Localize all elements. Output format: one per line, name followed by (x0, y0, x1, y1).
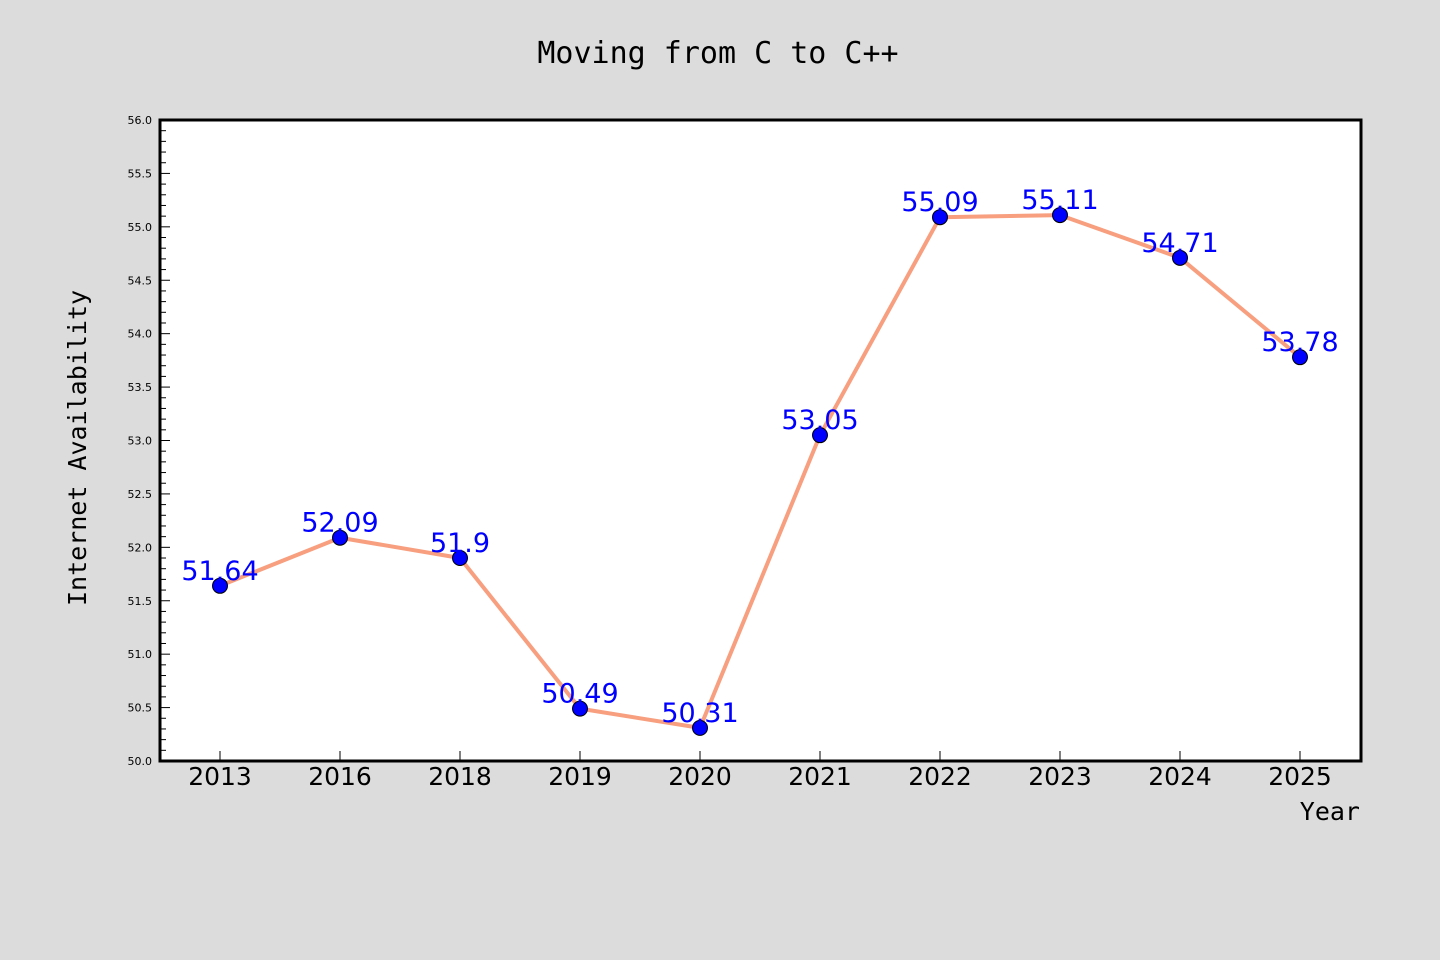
data-point (812, 427, 828, 444)
data-point (1172, 249, 1188, 266)
x-axis: 2013 2016 2018 2019 2020 2021 2022 2023 2024 2025 (188, 751, 1332, 791)
y-tick-label: 55.5 (128, 167, 153, 180)
x-tick-label: 2019 (548, 762, 612, 791)
y-axis-label: Internet Availability (63, 290, 92, 606)
data-label: 53.78 (1261, 327, 1338, 358)
y-tick-label: 51.0 (128, 648, 153, 661)
data-point (1052, 207, 1068, 224)
data-label: 55.11 (1021, 185, 1098, 216)
y-tick-label: 52.5 (128, 488, 153, 501)
data-point (452, 550, 468, 567)
data-label: 51.9 (430, 528, 490, 559)
x-tick-label: 2025 (1268, 762, 1332, 791)
x-tick-label: 2020 (668, 762, 732, 791)
y-tick-label: 51.5 (128, 595, 153, 608)
data-label: 50.31 (661, 698, 738, 729)
y-tick-label: 50.0 (128, 755, 153, 768)
y-axis: 50.0 50.5 51.0 51.5 52.0 52.5 53.0 53.5 54.0 54.5… (128, 114, 170, 768)
y-tick-label: 52.0 (128, 541, 153, 554)
x-tick-label: 2024 (1148, 762, 1212, 791)
series-line (218, 213, 1302, 730)
data-point (1292, 349, 1308, 366)
data-point (212, 577, 228, 594)
y-tick-label: 53.5 (128, 381, 153, 394)
data-label: 52.09 (301, 508, 378, 539)
data-point (932, 209, 948, 226)
x-tick-label: 2016 (308, 762, 372, 791)
data-label: 55.09 (901, 187, 978, 218)
y-tick-label: 53.0 (128, 435, 153, 448)
data-label: 54.71 (1141, 228, 1218, 259)
data-point (572, 700, 588, 717)
data-point (692, 719, 708, 736)
data-series: 51.64 52.09 51.9 50.49 50.31 53.05 55.09 55.11 5… (181, 185, 1339, 736)
chart-title: Moving from C to C++ (537, 36, 898, 71)
data-label: 50.49 (541, 679, 618, 710)
y-tick-label: 55.0 (128, 221, 153, 234)
x-tick-label: 2023 (1028, 762, 1092, 791)
x-tick-label: 2021 (788, 762, 852, 791)
y-tick-label: 54.5 (128, 274, 153, 287)
data-point (332, 529, 348, 546)
data-label: 51.64 (181, 556, 258, 587)
y-tick-label: 56.0 (128, 114, 153, 127)
data-label: 53.05 (781, 405, 858, 436)
y-tick-label: 54.0 (128, 328, 153, 341)
y-tick-label: 50.5 (128, 702, 153, 715)
x-tick-label: 2022 (908, 762, 972, 791)
x-tick-label: 2013 (188, 762, 252, 791)
x-tick-label: 2018 (428, 762, 492, 791)
x-axis-label: Year (1300, 797, 1360, 826)
plot-area (158, 118, 1363, 763)
